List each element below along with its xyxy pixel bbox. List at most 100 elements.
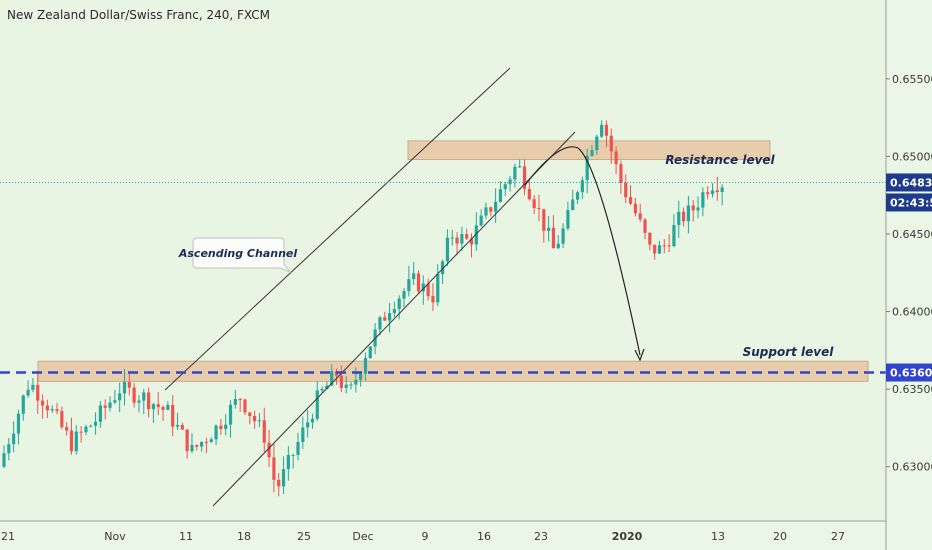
candle-body <box>354 379 358 385</box>
x-tick-label: 25 <box>297 530 311 543</box>
candle-body <box>619 164 623 183</box>
candle <box>503 182 507 196</box>
candle <box>93 412 98 435</box>
candle <box>166 401 170 411</box>
candle-body <box>267 442 271 458</box>
candle <box>653 244 657 260</box>
candle <box>397 295 401 320</box>
support-price-value: 0.63607 <box>890 367 932 380</box>
x-tick-label: 9 <box>422 530 429 543</box>
candle <box>657 240 662 254</box>
candle <box>36 371 40 415</box>
candle <box>40 394 45 419</box>
candle-body <box>248 412 252 417</box>
candle <box>55 402 59 415</box>
candle-body <box>118 393 122 401</box>
candle <box>209 437 213 443</box>
candle-body <box>609 135 613 152</box>
candle <box>359 371 363 387</box>
x-tick-label: 18 <box>237 530 251 543</box>
support-label: Support level <box>743 345 835 359</box>
current-price-badge <box>886 173 932 192</box>
candle-body <box>585 155 589 181</box>
candle-body <box>79 431 83 433</box>
candle-body <box>320 388 324 391</box>
x-tick-label: 11 <box>179 530 193 543</box>
candle <box>706 186 710 200</box>
candle-body <box>296 442 300 455</box>
x-tick-label: 13 <box>711 530 725 543</box>
candle <box>296 432 300 461</box>
candle-body <box>175 424 180 427</box>
candle-body <box>272 457 276 480</box>
candle <box>243 398 247 416</box>
candle-body <box>498 189 503 202</box>
candle <box>339 365 343 393</box>
candle-body <box>7 444 11 454</box>
candle <box>118 382 122 413</box>
candle <box>349 382 353 390</box>
candle-body <box>122 381 127 394</box>
x-tick-label: 23 <box>534 530 548 543</box>
candle-body <box>113 400 117 403</box>
candle-body <box>55 409 59 412</box>
candle <box>84 424 88 436</box>
channel-callout-box <box>192 237 292 274</box>
candle <box>672 214 676 248</box>
support-price-badge <box>886 363 932 382</box>
candle-body <box>653 244 657 254</box>
candle-body <box>306 422 310 428</box>
candle-body <box>151 404 156 410</box>
candle <box>619 160 623 194</box>
countdown-badge <box>886 193 932 212</box>
candle-body <box>219 425 223 429</box>
candle <box>440 259 445 284</box>
candle-body <box>243 399 247 413</box>
candle <box>392 301 396 317</box>
candle-body <box>339 375 343 388</box>
candle <box>262 407 266 452</box>
candle-body <box>2 453 6 467</box>
candle <box>60 406 64 430</box>
candle-body <box>180 424 184 430</box>
candle-body <box>161 407 165 410</box>
candle-body <box>407 279 411 292</box>
candle-body <box>624 182 628 198</box>
candle-body <box>575 192 580 200</box>
candle-body <box>84 426 88 433</box>
candle <box>200 441 204 452</box>
candle-body <box>604 124 609 136</box>
candle <box>330 364 334 386</box>
candle <box>368 346 372 359</box>
candle-body <box>277 479 281 487</box>
candle-body <box>233 399 237 405</box>
candle <box>363 352 368 381</box>
candle-body <box>580 180 584 193</box>
candle-body <box>146 392 151 410</box>
candle-body <box>36 384 40 401</box>
candle <box>681 207 686 227</box>
candle <box>146 387 151 418</box>
candle-body <box>40 400 45 406</box>
candle <box>633 197 637 217</box>
candle-body <box>132 387 136 403</box>
candle-body <box>383 317 387 321</box>
candle-body <box>344 384 348 388</box>
candle-body <box>445 237 450 262</box>
candle-body <box>98 405 102 422</box>
candle <box>715 176 719 201</box>
candle-body <box>547 227 551 231</box>
candle-body <box>440 261 445 275</box>
candle <box>219 418 223 435</box>
candle <box>253 410 257 429</box>
candle-body <box>421 283 425 292</box>
candle <box>551 215 556 249</box>
candle-body <box>257 420 262 422</box>
candle-body <box>600 124 604 137</box>
candle <box>281 456 286 494</box>
candle <box>387 302 392 333</box>
candle-body <box>556 243 560 249</box>
candle-body <box>392 309 396 314</box>
